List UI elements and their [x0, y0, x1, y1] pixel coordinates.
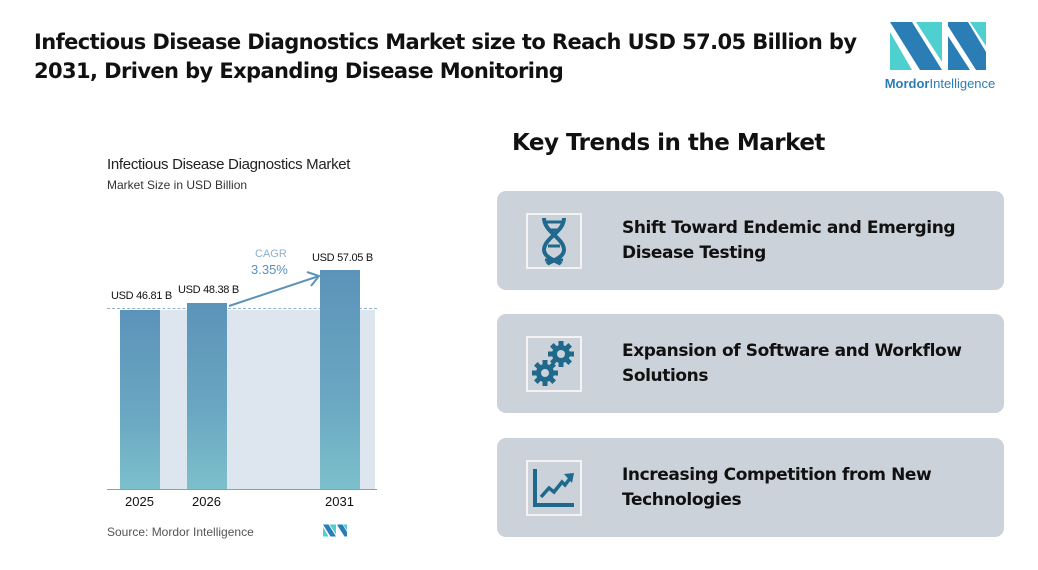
- trend-text-3: Increasing Competition from New Technolo…: [622, 464, 932, 510]
- page-title: Infectious Disease Diagnostics Market si…: [34, 30, 857, 83]
- cagr-arrow-icon: [228, 271, 321, 307]
- mini-logo-icon: [323, 524, 347, 537]
- x-tick-2031: 2031: [325, 494, 354, 509]
- logo-text: MordorIntelligence: [880, 76, 1000, 91]
- bar-label-2025: USD 46.81 B: [111, 290, 172, 302]
- trend-text-1: Shift Toward Endemic and Emerging Diseas…: [622, 217, 956, 263]
- chart-plot-area: USD 46.81 B USD 48.38 B USD 57.05 B CAGR…: [107, 230, 377, 490]
- bar-2031: [320, 270, 360, 490]
- trends-title: Key Trends in the Market: [512, 130, 825, 156]
- dna-icon: [526, 213, 582, 269]
- chart-source: Source: Mordor Intelligence: [107, 525, 254, 539]
- trend-chart-icon: [526, 460, 582, 516]
- logo-text-bold: Mordor: [884, 76, 930, 91]
- mordor-logo-mark-icon: [890, 22, 986, 70]
- chart-subtitle: Market Size in USD Billion: [107, 178, 248, 192]
- gears-icon: [526, 336, 582, 392]
- mordor-intelligence-logo: MordorIntelligence: [880, 22, 1000, 94]
- logo-text-regular: Intelligence: [929, 76, 996, 91]
- x-axis-line: [107, 489, 377, 490]
- bar-2026: [187, 303, 227, 490]
- bar-label-2026: USD 48.38 B: [178, 284, 239, 296]
- trend-text-2: Expansion of Software and Workflow Solut…: [622, 340, 962, 386]
- reference-dashed-line: [107, 308, 377, 309]
- trend-card-1: Shift Toward Endemic and Emerging Diseas…: [497, 191, 1004, 290]
- chart-title: Infectious Disease Diagnostics Market: [107, 156, 351, 173]
- cagr-value: 3.35%: [251, 262, 288, 277]
- trend-card-3: Increasing Competition from New Technolo…: [497, 438, 1004, 537]
- bar-label-2031: USD 57.05 B: [312, 252, 373, 264]
- cagr-label: CAGR: [255, 248, 287, 260]
- bar-2025: [120, 310, 160, 490]
- trend-card-2: Expansion of Software and Workflow Solut…: [497, 314, 1004, 413]
- x-tick-2026: 2026: [192, 494, 221, 509]
- x-tick-2025: 2025: [125, 494, 154, 509]
- market-size-chart: Infectious Disease Diagnostics Market Ma…: [95, 150, 395, 550]
